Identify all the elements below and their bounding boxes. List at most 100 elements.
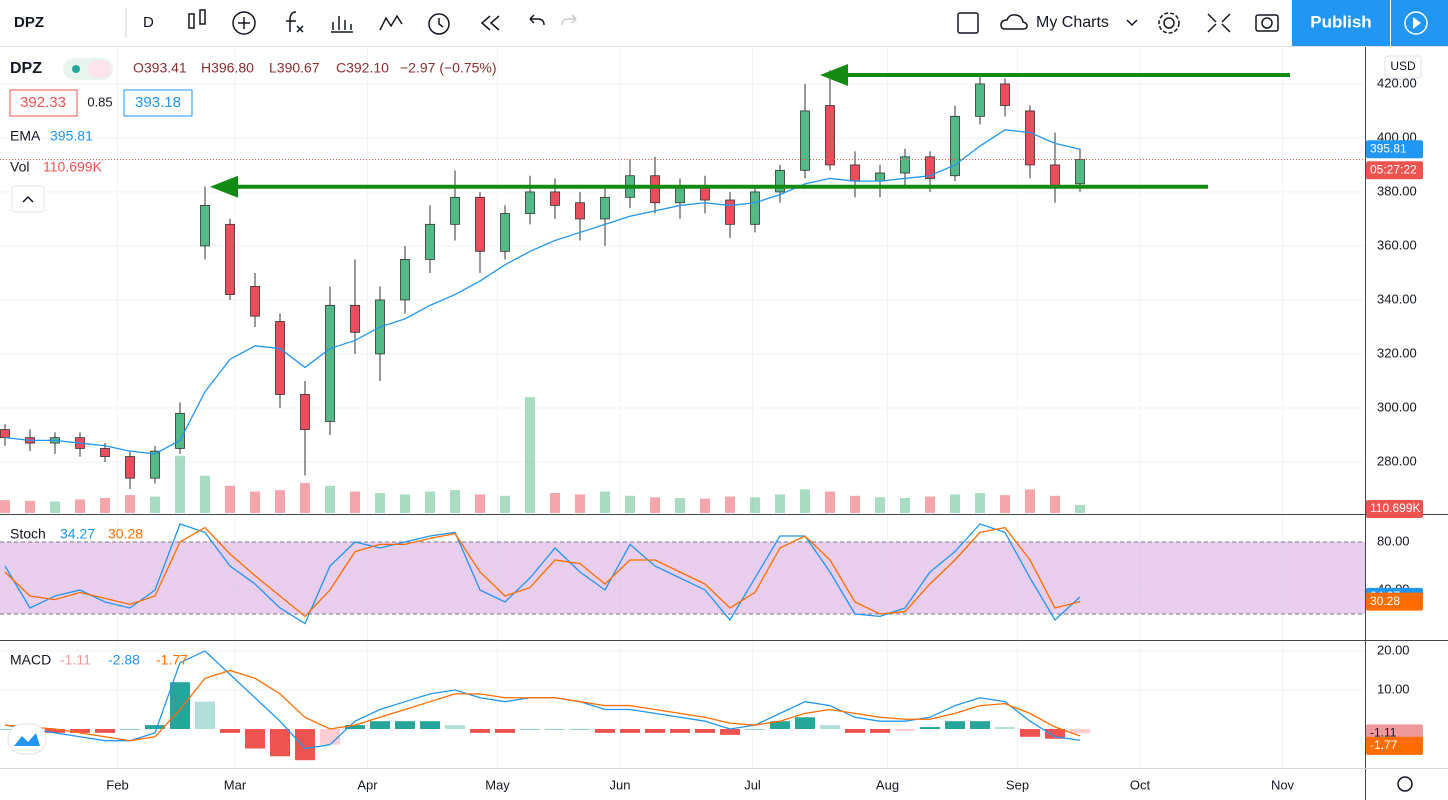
macd-histogram [70, 728, 90, 733]
volume-bar [750, 497, 760, 513]
candle-body [600, 196, 610, 220]
x-tick-label: Jun [610, 777, 631, 792]
volume-bar [25, 500, 35, 513]
volume-bar [1025, 489, 1035, 513]
candle-body [325, 304, 335, 422]
spread: 0.85 [87, 94, 112, 109]
candle-body [175, 412, 185, 449]
macd-histogram [645, 728, 665, 733]
macd-histogram [370, 721, 390, 729]
x-tick-label: Oct [1130, 777, 1151, 792]
indicator-line [4, 526, 1081, 618]
macd-histogram [295, 728, 315, 761]
logo[interactable] [7, 723, 47, 755]
macd-histogram [945, 721, 965, 729]
indicator-line [4, 669, 1081, 742]
volume-bar [1000, 495, 1010, 513]
macd-histogram [420, 721, 440, 729]
macd-histogram [670, 728, 690, 733]
ask-box[interactable] [123, 89, 193, 117]
indicator-line [4, 129, 1081, 455]
level-arrowhead [210, 175, 238, 198]
macd-histogram [120, 728, 140, 730]
interval-button[interactable]: D [143, 14, 154, 31]
y-tick-label: 320.00 [1377, 345, 1417, 360]
candle-body [300, 394, 310, 430]
settings-icon[interactable] [1397, 776, 1413, 792]
candle-body [650, 175, 660, 204]
y-tick-label: 280.00 [1377, 453, 1417, 468]
macd-histogram [595, 728, 615, 733]
macd-histogram [770, 721, 790, 729]
legend-symbol: DPZ [10, 60, 42, 77]
macd-histogram [695, 728, 715, 733]
volume-bar [650, 497, 660, 513]
volume-bar [50, 501, 60, 513]
level-arrowhead [820, 64, 848, 87]
volume-bar [225, 485, 235, 513]
layout-button[interactable]: My Charts [1036, 14, 1109, 31]
volume-bar [575, 494, 585, 513]
volume-bar [175, 455, 185, 513]
y-tick-label: 300.00 [1377, 399, 1417, 414]
volume-tag [1366, 500, 1423, 518]
symbol-button[interactable]: DPZ [14, 14, 44, 31]
publish-button[interactable] [1292, 0, 1390, 46]
vol-label: Vol [10, 159, 29, 175]
candle-body [1025, 110, 1035, 166]
macd-histogram [795, 717, 815, 729]
x-tick-label: Jul [744, 777, 761, 792]
candle-body [825, 105, 835, 166]
volume-bar [600, 491, 610, 513]
ema-tag [1366, 140, 1423, 159]
ema-tag-text: 395.81 [1370, 141, 1407, 155]
status-icon [88, 60, 111, 78]
volume-bar [0, 500, 10, 513]
bid-box[interactable] [9, 89, 78, 117]
x-tick-label: Mar [224, 777, 247, 792]
ohlc-value: C392.10 [336, 60, 389, 76]
currency-box[interactable] [1384, 55, 1422, 79]
x-tick-label: Nov [1271, 777, 1295, 792]
macd-histogram [920, 727, 940, 729]
volume-bar [1075, 505, 1085, 513]
publish-label[interactable]: Publish [1310, 12, 1371, 31]
candle-body [975, 83, 985, 117]
toolbar-icons[interactable] [125, 8, 1279, 38]
candle-body [1000, 83, 1010, 106]
candle-body [925, 156, 935, 179]
candle-body [775, 169, 785, 193]
collapse-button[interactable] [11, 185, 45, 213]
macd-histogram [970, 721, 990, 729]
vol-value: 110.699K [43, 159, 103, 175]
indicator-value: -1.77 [156, 652, 188, 668]
macd-histogram [445, 725, 465, 729]
volume-bar [550, 492, 560, 513]
candle-body [450, 196, 460, 225]
volume-bar [800, 489, 810, 513]
macd-histogram [195, 701, 215, 729]
candle-body [125, 456, 135, 479]
y-tick-label: 360.00 [1377, 237, 1417, 252]
replay-icon [1413, 17, 1421, 29]
macd-histogram [720, 728, 740, 735]
macd-histogram [45, 728, 65, 733]
volume-bar [850, 495, 860, 513]
indicator-title: Stoch [10, 526, 46, 542]
plot-area: Feb Mar Apr May Jun Jul Aug Sep Oct Nov 280.00 300.… [0, 48, 1423, 792]
volume-bar [200, 475, 210, 513]
volume-bar [500, 495, 510, 513]
candle-body [0, 429, 10, 439]
value-tag-text: -1.11 [1370, 725, 1397, 739]
candle-body [850, 164, 860, 182]
ohlc-value: O393.41 [133, 60, 187, 76]
status-dot [72, 65, 80, 73]
candle-body [675, 186, 685, 204]
candle-body [350, 304, 360, 333]
macd-histogram [0, 728, 15, 730]
volume-bar [400, 494, 410, 513]
volume-bar [250, 491, 260, 513]
macd-histogram [1020, 728, 1040, 737]
volume-bar [275, 490, 285, 513]
